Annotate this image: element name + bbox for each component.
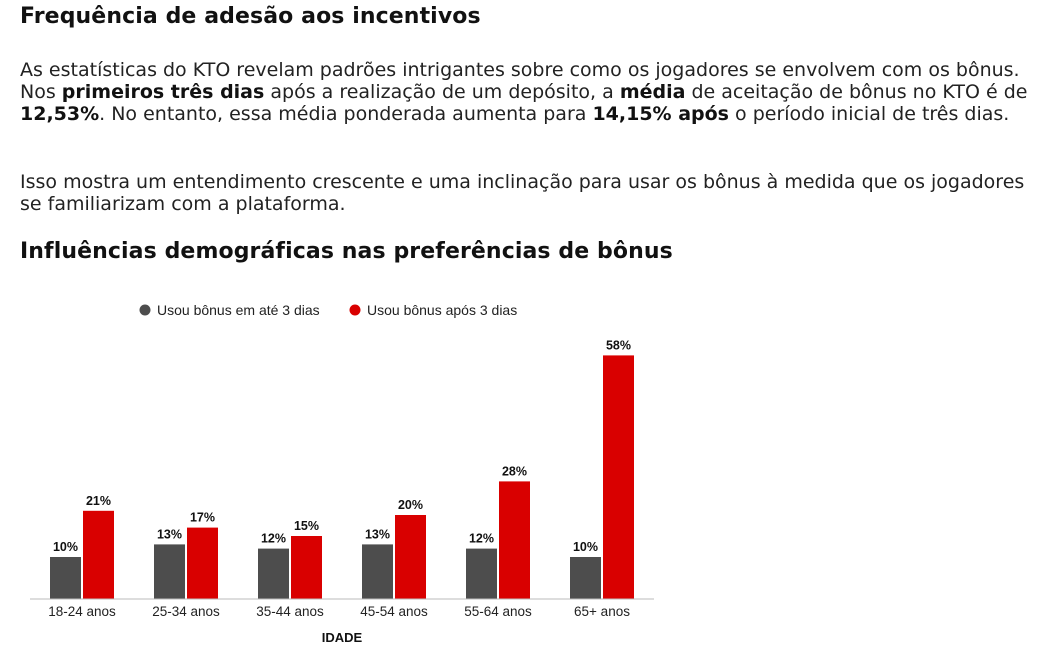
bar-value-label: 20% <box>398 498 423 512</box>
bar-value-label: 17% <box>190 511 215 525</box>
bar-0-4 <box>466 548 497 599</box>
bar-1-5 <box>603 355 634 599</box>
bar-value-label: 13% <box>157 527 182 541</box>
bar-value-label: 58% <box>606 338 631 352</box>
paragraph-bold-text: primeiros três dias <box>61 81 265 103</box>
bar-value-label: 10% <box>53 540 78 554</box>
bar-0-1 <box>154 544 185 599</box>
x-axis-ticks: 18-24 anos 25-34 anos 35-44 anos 45-54 anos… <box>48 604 630 619</box>
x-tick-label: 18-24 anos <box>48 604 116 619</box>
bar-1-2 <box>291 536 322 599</box>
legend-swatch-1 <box>349 304 361 316</box>
bar-0-0 <box>50 557 81 599</box>
section-title-demographics: Influências demográficas nas preferência… <box>20 239 673 264</box>
bar-value-label: 15% <box>294 519 319 533</box>
x-tick-label: 55-64 anos <box>464 604 532 619</box>
section-title-frequency: Frequência de adesão aos incentivos <box>20 4 481 29</box>
x-tick-label: 45-54 anos <box>360 604 428 619</box>
bar-value-label: 21% <box>86 494 111 508</box>
bar-value-label: 12% <box>261 532 286 546</box>
x-tick-label: 65+ anos <box>574 604 630 619</box>
paragraph-statistics: As estatísticas do KTO revelam padrões i… <box>20 59 1030 125</box>
bar-1-1 <box>187 527 218 599</box>
bar-0-5 <box>570 557 601 599</box>
x-axis-title: IDADE <box>322 630 363 645</box>
x-tick-label: 35-44 anos <box>256 604 324 619</box>
bar-value-label: 13% <box>365 527 390 541</box>
paragraph-text: As estatísticas do KTO revelam padrões i… <box>20 59 1020 103</box>
legend-label-1: Usou bônus após 3 dias <box>367 302 517 318</box>
paragraph-text: após a realização de um depósito, a <box>264 81 620 103</box>
chart-bars: 10% 21% 13% 17% 12% 15% 13% 20% 12% 28% 10% 58% <box>50 338 634 599</box>
bar-0-2 <box>258 548 289 599</box>
bar-value-label: 10% <box>573 540 598 554</box>
paragraph-bold-text: 14,15% após <box>592 103 729 125</box>
bar-0-3 <box>362 544 393 599</box>
bar-value-label: 28% <box>502 464 527 478</box>
bar-1-4 <box>499 481 530 599</box>
chart-legend: Usou bônus em até 3 dias Usou bônus após … <box>139 302 517 318</box>
paragraph-text: o período inicial de três dias. <box>728 103 1010 125</box>
paragraph-bold-text: 12,53% <box>20 103 100 125</box>
bar-value-label: 12% <box>469 532 494 546</box>
bar-1-0 <box>83 510 114 599</box>
x-tick-label: 25-34 anos <box>152 604 220 619</box>
bar-1-3 <box>395 515 426 599</box>
paragraph-text: . No entanto, essa média ponderada aumen… <box>99 103 593 125</box>
legend-label-0: Usou bônus em até 3 dias <box>157 302 320 318</box>
paragraph-conclusion: Isso mostra um entendimento crescente e … <box>20 171 1025 215</box>
paragraph-text: de aceitação de bônus no KTO é de <box>685 81 1028 103</box>
paragraph-bold-text: média <box>619 81 686 103</box>
bar-chart: Usou bônus em até 3 dias Usou bônus após … <box>30 302 654 645</box>
legend-swatch-0 <box>139 304 151 316</box>
